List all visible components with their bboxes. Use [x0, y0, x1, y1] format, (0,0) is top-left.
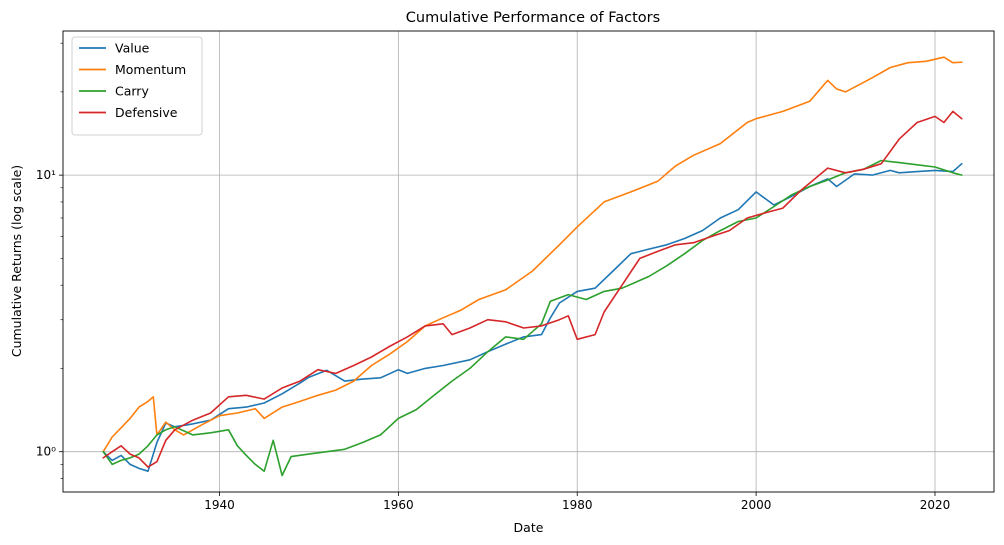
x-tick-label: 2000: [741, 498, 772, 512]
plot-frame: [62, 30, 995, 493]
series-line-value: [102, 162, 963, 473]
series-line-momentum: [102, 56, 963, 453]
x-axis-label: Date: [514, 520, 544, 535]
tick-layer: 1940 1960 1980 2000 2020 10⁰ 10¹: [36, 42, 951, 512]
chart-title: Cumulative Performance of Factors: [406, 10, 660, 26]
y-tick-label: 10¹: [36, 168, 56, 182]
x-tick-label: 1980: [562, 498, 593, 512]
legend-label-defensive: Defensive: [115, 105, 178, 120]
series-line-defensive: [102, 110, 963, 468]
legend-box: [71, 36, 203, 136]
legend-label-momentum: Momentum: [115, 62, 186, 77]
series-layer: [102, 56, 963, 477]
x-tick-label: 1940: [204, 498, 235, 512]
x-tick-label: 1960: [383, 498, 414, 512]
legend-label-value: Value: [115, 41, 150, 56]
x-tick-label: 2020: [920, 498, 951, 512]
legend: Value Momentum Carry Defensive: [71, 36, 203, 136]
series-line-carry: [102, 159, 963, 477]
legend-label-carry: Carry: [115, 84, 149, 99]
y-tick-label: 10⁰: [36, 445, 56, 459]
y-axis-label: Cumulative Returns (log scale): [9, 165, 24, 357]
